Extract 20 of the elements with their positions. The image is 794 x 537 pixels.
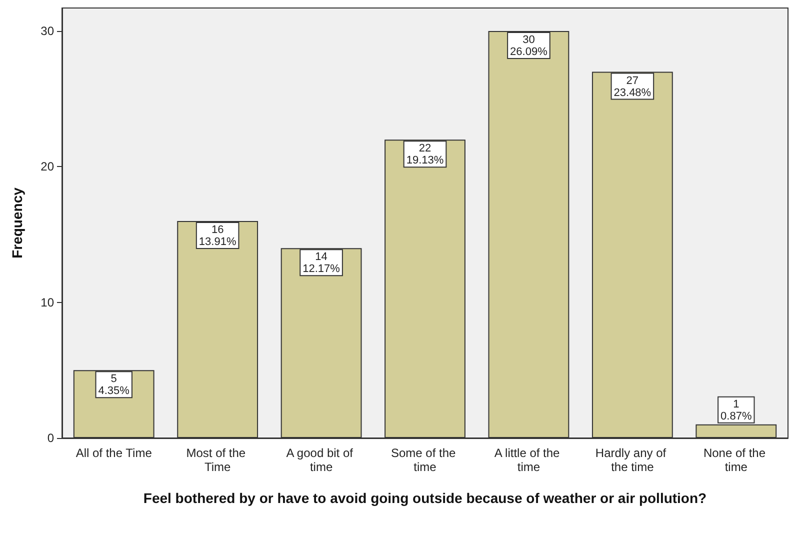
- y-axis-title: Frequency: [9, 187, 25, 258]
- data-label: 1 0.87%: [720, 398, 752, 422]
- x-tick-label: Hardly any of the time: [595, 446, 670, 474]
- data-label: 14 12.17%: [302, 251, 340, 276]
- data-label: 5 4.35%: [98, 373, 130, 398]
- y-tick-label: 10: [40, 295, 54, 310]
- x-tick-label: All of the Time: [76, 446, 152, 460]
- x-tick-label: Most of the Time: [186, 446, 249, 474]
- y-tick-label: 30: [40, 24, 54, 38]
- data-label: 30 26.09%: [510, 34, 548, 58]
- x-tick-label: None of the time: [703, 446, 769, 474]
- x-tick-label: A little of the time: [494, 446, 564, 474]
- data-label: 16 13.91%: [198, 224, 236, 248]
- data-label: 27 23.48%: [614, 74, 652, 99]
- data-label: 22 19.13%: [406, 142, 444, 167]
- x-tick-label: Some of the time: [390, 446, 460, 474]
- x-axis-title: Feel bothered by or have to avoid going outside because of weather or air pollution?: [143, 490, 707, 506]
- y-tick-label: 20: [40, 160, 54, 174]
- x-tick-label: A good bit of time: [286, 446, 356, 474]
- y-tick-label: 0: [47, 431, 54, 445]
